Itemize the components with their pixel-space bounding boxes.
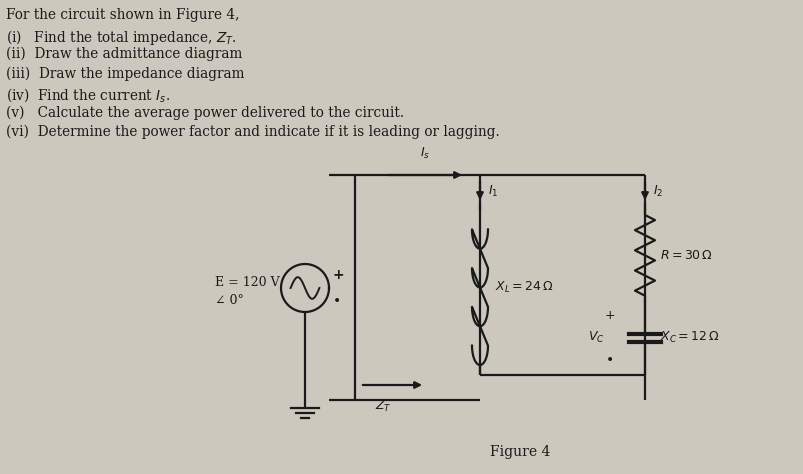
Text: E = 120 V: E = 120 V xyxy=(214,276,279,290)
Text: (ii)  Draw the admittance diagram: (ii) Draw the admittance diagram xyxy=(6,47,242,62)
Text: For the circuit shown in Figure 4,: For the circuit shown in Figure 4, xyxy=(6,8,239,22)
Text: ∠ 0°: ∠ 0° xyxy=(214,293,243,307)
Text: (iii)  Draw the impedance diagram: (iii) Draw the impedance diagram xyxy=(6,66,244,81)
Text: +: + xyxy=(604,310,614,322)
Text: $I_1$: $I_1$ xyxy=(487,183,498,199)
Text: $X_L = 24\,\Omega$: $X_L = 24\,\Omega$ xyxy=(495,280,553,295)
Text: $I_s$: $I_s$ xyxy=(419,146,430,161)
Text: •: • xyxy=(605,353,613,367)
Text: (i)   Find the total impedance, $Z_T$.: (i) Find the total impedance, $Z_T$. xyxy=(6,27,237,46)
Text: $R = 30\,\Omega$: $R = 30\,\Omega$ xyxy=(659,249,712,262)
Text: •: • xyxy=(332,294,340,308)
Text: (iv)  Find the current $I_s$.: (iv) Find the current $I_s$. xyxy=(6,86,170,104)
Text: $X_C = 12\,\Omega$: $X_C = 12\,\Omega$ xyxy=(659,330,719,346)
Text: $V_C$: $V_C$ xyxy=(588,330,604,346)
Text: Figure 4: Figure 4 xyxy=(489,445,549,459)
Text: (vi)  Determine the power factor and indicate if it is leading or lagging.: (vi) Determine the power factor and indi… xyxy=(6,125,499,139)
Text: $Z_T$: $Z_T$ xyxy=(374,399,391,414)
Text: +: + xyxy=(332,268,344,282)
Text: $I_2$: $I_2$ xyxy=(652,183,662,199)
Text: (v)   Calculate the average power delivered to the circuit.: (v) Calculate the average power delivere… xyxy=(6,106,404,120)
